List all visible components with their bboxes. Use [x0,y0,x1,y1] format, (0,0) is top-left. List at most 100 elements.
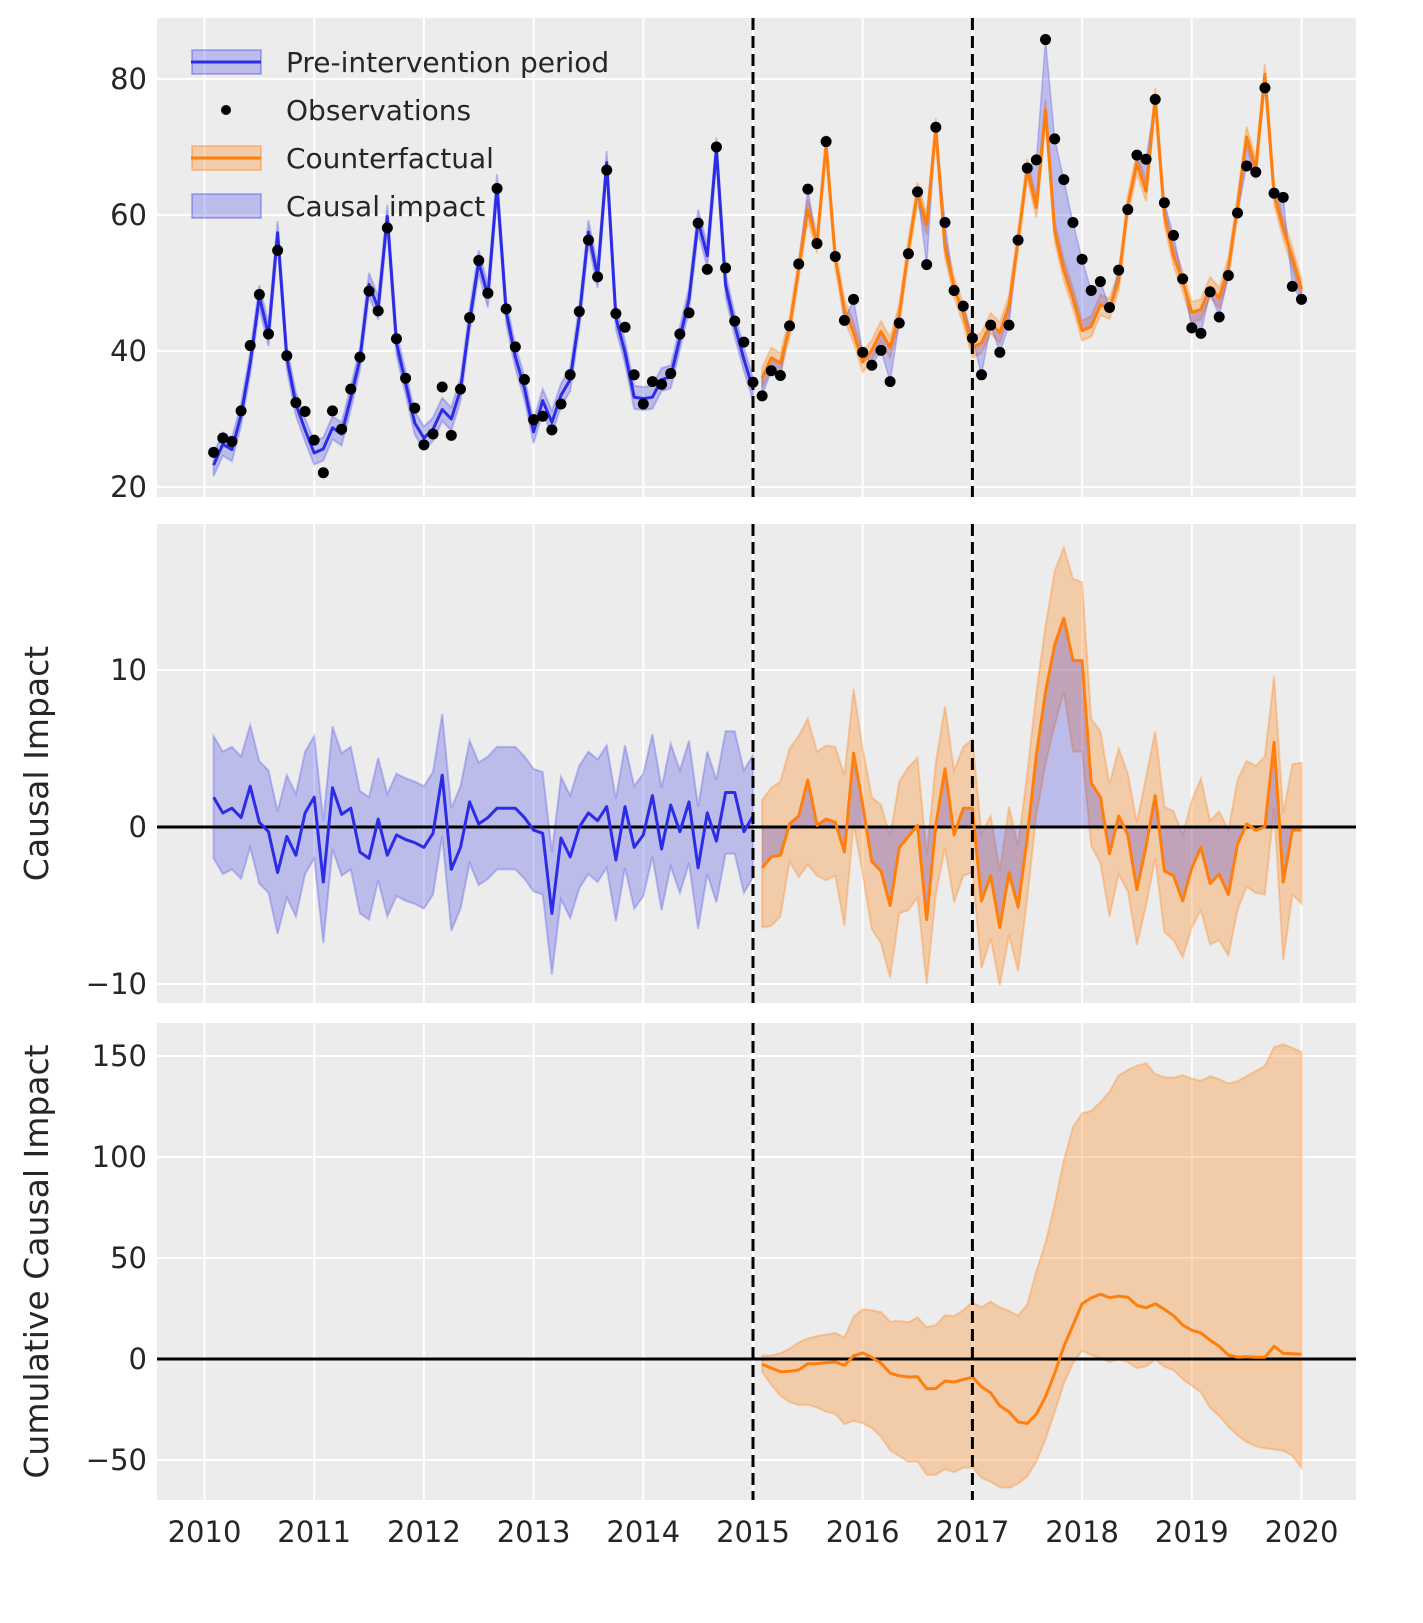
observation-point [902,248,914,260]
plot-layer [157,544,1356,986]
observation-point [1094,276,1106,288]
observation-point [473,255,485,267]
observation-point [866,359,878,371]
observation-point [1122,204,1134,216]
observation-point [1186,322,1198,334]
y-axis-label: Cumulative Causal Impact [17,1044,56,1478]
observation-point [418,439,430,451]
observation-point [610,308,622,320]
observation-point [326,405,338,417]
plot-layer [208,34,1307,479]
observation-point [537,410,549,422]
observation-point [464,312,476,324]
observation-point [409,402,421,414]
observation-point [564,369,576,381]
x-tick-label: 2011 [277,1515,351,1549]
observation-point [628,369,640,381]
x-tick-label: 2016 [826,1515,900,1549]
observation-point [793,258,805,270]
observation-point [765,365,777,377]
observation-point [208,446,220,458]
y-tick-label: 60 [110,198,147,232]
observation-point [1213,311,1225,323]
observation-point [802,183,814,195]
observation-point [1241,160,1253,172]
observation-point [445,429,457,441]
observation-point [262,328,274,340]
plot-area-background [157,1023,1356,1500]
observation-point [1168,229,1180,241]
y-tick-label: 150 [92,1039,147,1073]
observation-point [1012,234,1024,246]
x-tick-label: 2019 [1155,1515,1229,1549]
y-tick-label: 80 [110,62,147,96]
observation-point [985,319,997,331]
x-tick-label: 2020 [1265,1515,1339,1549]
panel-observations: 20 40 60 80 [110,18,1356,504]
observation-point [820,136,832,148]
y-tick-label: 100 [92,1140,147,1174]
legend-label: Causal impact [286,190,485,223]
observation-point [345,383,357,395]
observation-point [1049,133,1061,145]
observation-point [921,259,933,271]
observation-point [1268,187,1280,199]
observation-point [381,222,393,234]
observation-point [1131,149,1143,161]
observation-point [436,381,448,393]
observation-point [939,216,951,228]
legend-label: Pre-intervention period [286,46,609,79]
observation-point [592,271,604,283]
pre-intervention-mean-line [212,773,755,915]
observation-point [482,287,494,299]
observation-point [701,263,713,275]
observation-point [290,397,302,409]
observation-point [217,432,229,444]
observation-point [372,305,384,317]
observation-point [1067,216,1079,228]
observation-point [811,238,823,250]
observation-point [838,314,850,326]
observation-point [976,369,988,381]
observation-point [528,414,540,426]
observation-point [500,303,512,315]
panel-causal-impact: −10 0 10 Causal Impact [17,524,1356,1003]
observation-point [829,250,841,262]
observation-point [857,346,869,358]
observation-point [665,367,677,379]
plot-area-background [157,524,1356,1003]
y-axis-label: Causal Impact [17,646,56,881]
observation-point [336,423,348,435]
observation-point [893,317,905,329]
legend-entry: Pre-intervention period [191,46,609,79]
observation-point [994,346,1006,358]
observation-point [400,372,412,384]
observation-point [1232,207,1244,219]
y-tick-label: −50 [86,1443,147,1477]
credible-band-post [761,1043,1303,1489]
observation-point [1058,174,1070,186]
y-tick-label: 0 [129,810,147,844]
observation-point [1149,93,1161,105]
observation-point [1030,154,1042,166]
legend-blue-band-icon [191,193,262,219]
observation-point [308,434,320,446]
observation-point [390,333,402,345]
y-tick-label: −10 [86,967,147,1001]
credible-band-post [761,63,1303,389]
observation-point [674,328,686,340]
observation-point [1259,82,1271,94]
observation-point [656,378,668,390]
observation-point [1177,273,1189,285]
observation-point [1104,301,1116,313]
observation-point [427,428,439,440]
observation-point [784,320,796,332]
observation-point [774,369,786,381]
legend-dot-icon [221,105,231,115]
observation-point [1158,197,1170,209]
observation-point [454,383,466,395]
x-tick-label: 2010 [168,1515,242,1549]
observation-point [272,244,284,256]
legend: Pre-intervention period Observations Count… [191,46,609,223]
